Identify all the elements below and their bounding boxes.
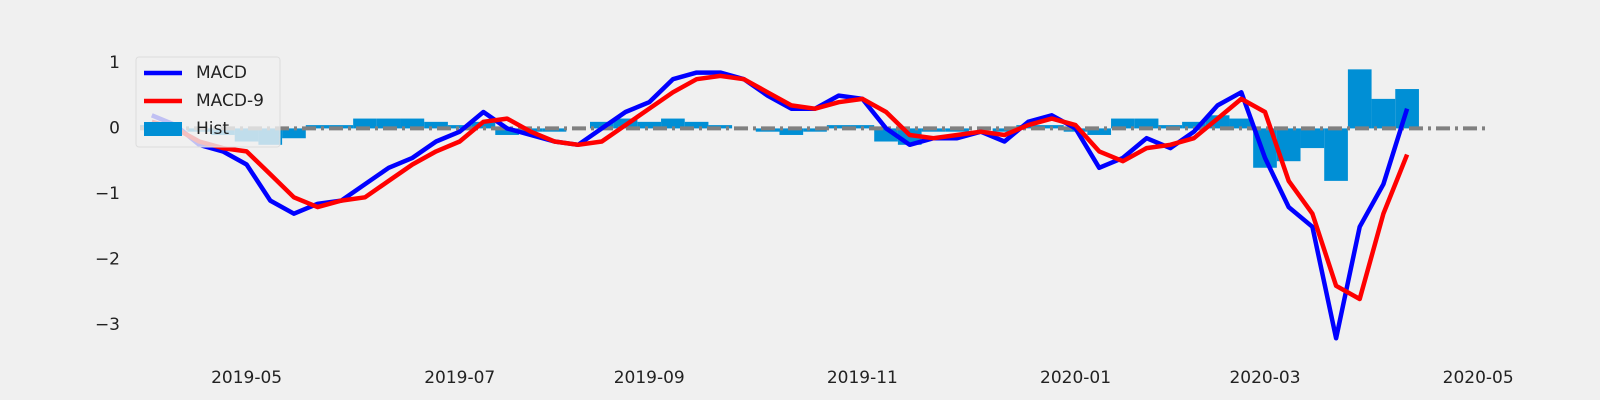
hist-bar: [471, 121, 496, 129]
hist-bar: [661, 118, 685, 129]
hist-bar: [282, 128, 306, 139]
line-series: [151, 73, 1410, 302]
hist-bar: [447, 125, 472, 129]
y-tick-label: 1: [109, 53, 120, 73]
hist-bar: [1300, 128, 1325, 149]
hist-bar: [826, 125, 851, 129]
x-tick-label: 2019-09: [614, 368, 685, 388]
hist-bar: [424, 121, 448, 129]
hist-bar: [1111, 118, 1135, 129]
hist-bar: [305, 125, 330, 129]
legend: MACD MACD-9 Hist: [135, 56, 281, 148]
legend-label: Hist: [196, 119, 229, 139]
hist-bar: [1276, 128, 1301, 162]
hist-bar: [590, 121, 614, 129]
x-tick-label: 2019-07: [424, 368, 495, 388]
legend-label: MACD-9: [196, 91, 264, 111]
x-tick-label: 2020-01: [1040, 368, 1111, 388]
hist-bar: [495, 128, 519, 135]
hist-bar: [1087, 128, 1112, 135]
hist-bar: [779, 128, 804, 135]
hist-bar: [1324, 128, 1348, 181]
x-tick-label: 2020-03: [1229, 368, 1300, 388]
legend-swatch: [144, 122, 182, 136]
x-tick-label: 2020-05: [1443, 368, 1514, 388]
hist-bar: [400, 118, 425, 129]
hist-bar: [1182, 121, 1206, 129]
hist-bar: [353, 118, 377, 129]
legend-label: MACD: [196, 63, 247, 83]
y-tick-label: −3: [95, 315, 120, 335]
y-tick-label: 0: [109, 118, 120, 138]
x-tick-label: 2019-11: [827, 368, 898, 388]
hist-bar: [684, 121, 709, 129]
hist-bar: [637, 121, 662, 129]
line-series: [150, 70, 1410, 341]
y-tick-label: −2: [95, 250, 120, 270]
x-tick-label: 2019-05: [211, 368, 282, 388]
hist-bar: [1229, 118, 1254, 129]
hist-bar: [1134, 118, 1159, 129]
hist-bar: [376, 118, 401, 129]
y-tick-label: −1: [95, 184, 120, 204]
hist-bar: [1371, 98, 1396, 129]
hist-bar: [1347, 69, 1372, 129]
